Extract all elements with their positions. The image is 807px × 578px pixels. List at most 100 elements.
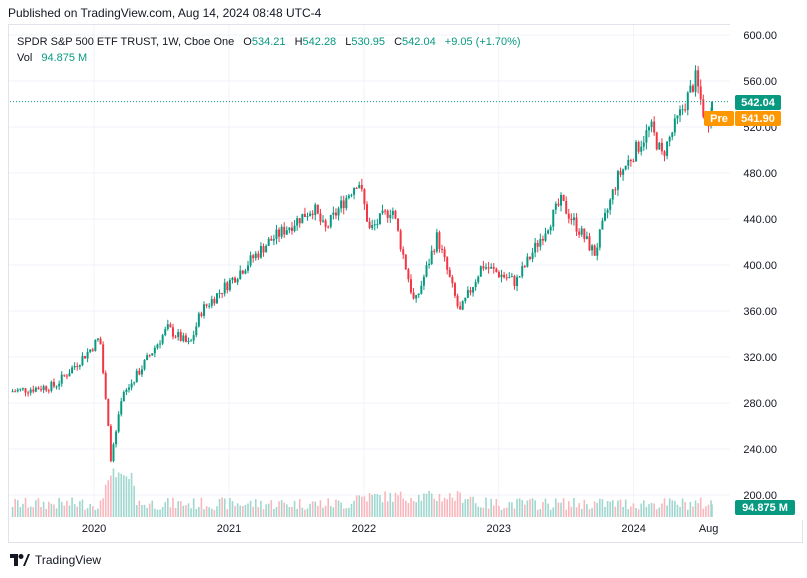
candle-body (71, 367, 74, 374)
candle-body (226, 282, 229, 291)
volume-bar (495, 498, 498, 517)
volume-bar (472, 496, 474, 517)
candle-body (177, 331, 180, 337)
volume-bar (208, 507, 210, 517)
candle-body (474, 282, 477, 288)
candle-body (200, 313, 203, 316)
candle-body (329, 214, 332, 227)
volume-bar (221, 497, 223, 517)
candle-body (278, 229, 281, 237)
volume-bar (583, 499, 586, 517)
candle-body (236, 279, 239, 283)
candle-body (257, 253, 260, 258)
candle-body (45, 386, 48, 391)
candle-body (290, 227, 293, 231)
candle-body (492, 266, 495, 269)
candle-body (94, 339, 97, 351)
volume-bar (441, 501, 443, 517)
candle-body (350, 194, 353, 196)
candle-body (259, 246, 262, 258)
candle-body (319, 213, 322, 222)
candle-body (526, 256, 529, 267)
volume-bar (355, 495, 358, 517)
volume-bar (381, 502, 384, 517)
volume-bar (29, 506, 32, 517)
volume-bar (666, 505, 668, 517)
volume-bar (288, 506, 291, 517)
price-tick-label: 280.00 (743, 398, 777, 410)
volume-bar (35, 500, 37, 517)
tradingview-brand[interactable]: TradingView (10, 553, 101, 567)
candle-body (598, 229, 601, 248)
candle-body (86, 351, 89, 359)
candle-body (21, 388, 24, 390)
premarket-value: 541.90 (741, 113, 775, 125)
volume-bar (485, 497, 487, 517)
candle-body (171, 327, 174, 337)
candle-body (681, 109, 684, 111)
candle-body (433, 250, 436, 252)
candle-body (223, 282, 226, 294)
candle-body (399, 230, 402, 250)
candle-body (673, 118, 676, 133)
open-value: 534.21 (251, 36, 286, 48)
candle-body (115, 431, 118, 445)
volume-bar (143, 504, 146, 517)
volume-bar (567, 501, 570, 517)
volume-bar (645, 506, 648, 517)
volume-bar (14, 498, 16, 517)
volume-bar (50, 503, 53, 517)
candle-body (689, 85, 692, 93)
candle-body (314, 204, 317, 215)
volume-bar (198, 506, 200, 517)
candle-body (611, 189, 614, 200)
volume-bar (529, 499, 531, 517)
candle-body (104, 372, 107, 399)
volume-bar (177, 501, 179, 517)
candle-body (451, 276, 454, 284)
volume-bar (94, 509, 97, 517)
candle-body (622, 169, 625, 175)
volume-bar (674, 500, 676, 517)
volume-bar (593, 501, 596, 517)
volume-bar (151, 500, 154, 517)
price-tick-label: 560.00 (743, 76, 777, 88)
volume-bar (286, 504, 288, 517)
volume-bar (107, 480, 110, 517)
volume-bar (270, 500, 273, 517)
candle-body (112, 444, 115, 461)
candle-body (208, 305, 211, 307)
candle-body (288, 227, 291, 231)
candle-body (386, 210, 389, 218)
volume-bar (570, 506, 573, 517)
volume-bar (614, 506, 617, 517)
candle-body (128, 387, 131, 390)
volume-bar (22, 503, 24, 517)
candle-body (459, 306, 462, 310)
volume-row: Vol 94.875 M (17, 50, 521, 66)
volume-bar (252, 506, 254, 517)
candle-body (247, 265, 250, 271)
candle-body (485, 267, 488, 269)
candle-body (50, 381, 53, 391)
candle-body (37, 387, 40, 390)
volume-bar (154, 508, 156, 517)
candle-body (117, 414, 120, 432)
candle-body (125, 389, 128, 393)
volume-bar (319, 500, 322, 517)
candle-body (32, 389, 35, 392)
candle-body (531, 252, 534, 259)
volume-bar (544, 498, 547, 517)
candle-body (580, 228, 583, 235)
candle-body (604, 212, 607, 221)
price-tick-label: 400.00 (743, 260, 777, 272)
volume-bar (58, 497, 60, 517)
volume-bar (487, 508, 490, 517)
volume-bar (247, 503, 249, 517)
candle-body (298, 218, 301, 224)
volume-bar (661, 503, 663, 517)
volume-bar (283, 502, 286, 517)
candle-body (360, 184, 363, 190)
volume-bars (11, 468, 713, 517)
